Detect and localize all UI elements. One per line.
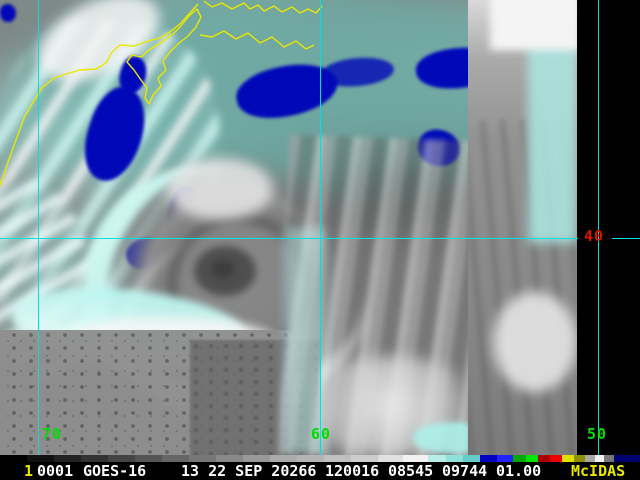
colorbar-segment <box>162 455 189 462</box>
status-satellite: GOES-16 <box>83 462 147 480</box>
enhancement-colorbar <box>0 455 640 462</box>
cloud-layer-right-white-top <box>490 0 577 50</box>
colorbar-segment <box>216 455 243 462</box>
graticule-parallel-40n <box>612 238 640 239</box>
colorbar-segment <box>27 455 54 462</box>
colorbar-segment <box>297 455 324 462</box>
status-elem-coord: 09744 <box>442 462 488 480</box>
graticule-parallel-40n <box>0 238 578 239</box>
cold-top-blob <box>0 4 16 22</box>
lon-label-60: 60 <box>311 425 332 443</box>
satellite-image-canvas[interactable] <box>0 0 577 455</box>
colorbar-segment <box>614 455 640 462</box>
status-line-coord: 08545 <box>388 462 434 480</box>
colorbar-segment <box>497 455 513 462</box>
storm-eye-center <box>212 260 234 278</box>
coastline-nova-scotia <box>126 8 202 105</box>
graticule-meridian-60w <box>320 0 321 462</box>
coastline-mainland <box>0 3 199 187</box>
colorbar-segment <box>463 455 480 462</box>
graticule-meridian-50w <box>598 0 599 462</box>
colorbar-segment <box>54 455 81 462</box>
colorbar-segment <box>585 455 595 462</box>
cloud-layer-white-north <box>168 158 273 220</box>
colorbar-segment <box>378 455 403 462</box>
colorbar-segment <box>480 455 497 462</box>
graticule-meridian-70w <box>38 0 39 462</box>
colorbar-segment <box>526 455 538 462</box>
coastline-cape-breton <box>199 30 315 50</box>
colorbar-segment <box>574 455 585 462</box>
status-frame-number: 1 <box>24 462 34 480</box>
colorbar-segment <box>351 455 378 462</box>
colorbar-segment <box>81 455 108 462</box>
coastline-overlay <box>0 0 323 187</box>
lon-label-70: 70 <box>42 425 63 443</box>
colorbar-segment <box>604 455 614 462</box>
colorbar-segment <box>538 455 550 462</box>
colorbar-segment <box>513 455 526 462</box>
cloud-layer-right-white-mid <box>493 292 577 392</box>
status-bar: 1 0001 GOES-16 13 22 SEP 20266 120016 08… <box>0 462 640 480</box>
colorbar-segment <box>595 455 604 462</box>
colorbar-segment <box>108 455 135 462</box>
coastline-gulf <box>203 0 323 14</box>
colorbar-segment <box>550 455 562 462</box>
lat-label-40: 40 <box>584 227 605 245</box>
colorbar-segment <box>0 455 27 462</box>
colorbar-segment <box>189 455 216 462</box>
status-time: 120016 <box>325 462 380 480</box>
colorbar-segment <box>243 455 270 462</box>
colorbar-segment <box>324 455 351 462</box>
colorbar-segment <box>562 455 574 462</box>
lon-label-50: 50 <box>587 425 608 443</box>
colorbar-segment <box>428 455 446 462</box>
status-band-date: 13 22 SEP 20266 <box>181 462 317 480</box>
status-image-id: 0001 <box>37 462 74 480</box>
colorbar-segment <box>135 455 162 462</box>
status-magnification: 01.00 <box>496 462 542 480</box>
status-brand: McIDAS <box>571 462 626 480</box>
colorbar-segment <box>446 455 463 462</box>
colorbar-segment <box>403 455 428 462</box>
colorbar-segment <box>270 455 297 462</box>
